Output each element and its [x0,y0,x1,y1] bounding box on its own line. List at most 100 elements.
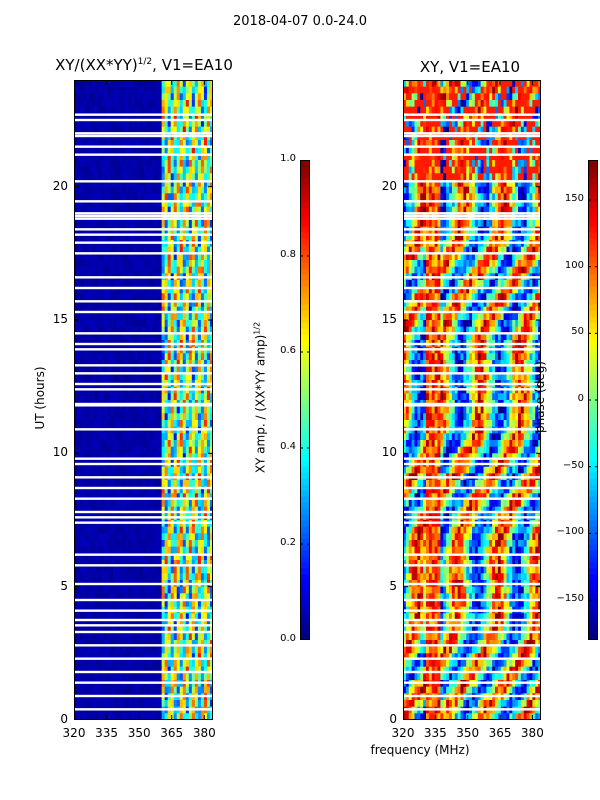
heatmap-cell [110,200,114,208]
heatmap-cell [480,86,485,94]
heatmap-cell [77,613,81,621]
heatmap-cell [77,433,81,441]
heatmap-cell [110,673,114,681]
heatmap-cell [74,106,78,114]
colorbar-segment [300,502,310,509]
heatmap-cell [426,120,430,128]
heatmap-cell [538,106,541,114]
heatmap-cell [137,480,142,488]
heatmap-cell [140,446,145,454]
heatmap-cell [191,220,196,228]
heatmap-cell [185,593,190,601]
heatmap-cell [134,193,139,201]
heatmap-cell [206,306,211,314]
heatmap-cell [518,80,522,88]
heatmap-cell [143,193,148,201]
heatmap-cell [86,546,90,554]
heatmap-cell [110,120,114,128]
heatmap-cell [185,626,190,634]
heatmap-cell [140,533,145,541]
heatmap-cell [209,626,213,634]
heatmap-cell [158,193,163,201]
heatmap-cell [104,466,108,474]
heatmap-cell [206,146,211,154]
heatmap-cell [104,300,108,308]
heatmap-cell [158,666,163,674]
heatmap-cell [83,93,87,101]
heatmap-cell [203,326,208,334]
heatmap-cell [86,160,90,168]
heatmap-cell [408,86,413,94]
heatmap-cell [119,633,123,641]
heatmap-cell [116,320,120,328]
heatmap-cell [113,206,117,214]
heatmap-cell [128,200,133,208]
heatmap-cell [98,146,102,154]
heatmap-cell [86,93,90,101]
heatmap-cell [89,686,93,694]
heatmap-cell [128,300,133,308]
heatmap-cell [179,686,184,694]
heatmap-cell [200,573,205,581]
heatmap-cell [185,233,190,241]
heatmap-cell [122,206,126,214]
heatmap-cell [119,406,123,414]
heatmap-cell [146,246,151,254]
heatmap-cell [185,700,190,708]
heatmap-cell [194,166,199,174]
heatmap-cell [155,366,160,374]
heatmap-cell [131,480,136,488]
heatmap-cell [188,646,193,654]
heatmap-cell [188,500,193,508]
heatmap-cell [86,466,90,474]
heatmap-cell [95,293,99,301]
heatmap-cell [110,186,114,194]
heatmap-cell [179,140,184,148]
heatmap-cell [125,653,129,661]
heatmap-cell [137,646,142,654]
flagged-row [74,382,213,386]
heatmap-cell [110,173,114,181]
heatmap-cell [77,500,81,508]
heatmap-cell [89,453,93,461]
heatmap-cell [134,120,139,128]
heatmap-cell [113,420,117,428]
heatmap-cell [209,373,213,381]
heatmap-cell [523,106,528,114]
flagged-row [74,153,213,156]
heatmap-cell [89,673,93,681]
heatmap-cell [188,120,193,128]
heatmap-cell [80,320,84,328]
heatmap-cell [194,420,199,428]
heatmap-cell [203,126,208,134]
heatmap-cell [489,106,493,114]
heatmap-cell [506,80,510,88]
heatmap-cell [155,613,160,621]
heatmap-cell [194,306,199,314]
heatmap-cell [200,540,205,548]
heatmap-cell [405,120,410,128]
heatmap-cell [170,480,175,488]
heatmap-cell [104,120,108,128]
heatmap-cell [518,93,522,101]
amplitude-title-exponent: 1/2 [137,57,153,67]
heatmap-cell [110,393,114,401]
heatmap-cell [92,566,96,574]
heatmap-cell [206,433,211,441]
heatmap-cell [119,260,123,268]
heatmap-cell [200,300,205,308]
heatmap-cell [128,526,133,534]
heatmap-cell [107,366,111,374]
heatmap-cell [164,366,169,374]
heatmap-cell [110,700,114,708]
heatmap-cell [173,526,178,534]
heatmap-cell [152,353,157,361]
amplitude-title-prefix: XY/(XX*YY) [55,56,138,74]
heatmap-cell [182,620,187,628]
heatmap-cell [200,266,205,274]
heatmap-cell [140,406,145,414]
heatmap-cell [520,106,525,114]
heatmap-cell [113,633,117,641]
heatmap-cell [80,160,84,168]
heatmap-cell [152,166,157,174]
